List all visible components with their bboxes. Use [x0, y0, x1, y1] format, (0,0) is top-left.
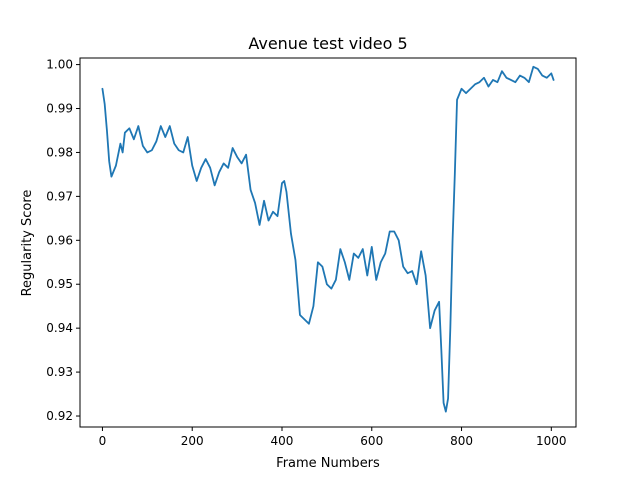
y-tick-label: 0.92	[46, 409, 73, 423]
y-tick-label: 0.97	[46, 189, 73, 203]
chart-title: Avenue test video 5	[248, 34, 407, 53]
y-tick-label: 0.96	[46, 233, 73, 247]
x-axis-label: Frame Numbers	[276, 456, 380, 471]
x-tick-label: 0	[99, 434, 107, 448]
series-line	[101, 65, 555, 413]
x-tick-label: 400	[271, 434, 294, 448]
y-tick-label: 0.95	[46, 277, 73, 291]
x-tick-label: 600	[360, 434, 383, 448]
y-axis: 0.92 0.93 0.94 0.95 0.96 0.97 0.98 0.99 1.00	[46, 58, 80, 423]
y-axis-label: Regularity Score	[20, 190, 35, 297]
y-tick-label: 0.98	[46, 145, 73, 159]
x-axis: 0 200 400 600 800 1000	[99, 427, 567, 448]
y-tick-label: 0.99	[46, 102, 73, 116]
y-tick-label: 0.94	[46, 321, 73, 335]
x-tick-label: 800	[450, 434, 473, 448]
plot-area	[80, 58, 576, 427]
y-tick-label: 1.00	[46, 58, 73, 72]
plot-frame	[79, 57, 577, 428]
y-tick-label: 0.93	[46, 365, 73, 379]
x-tick-label: 200	[181, 434, 204, 448]
x-tick-label: 1000	[536, 434, 567, 448]
